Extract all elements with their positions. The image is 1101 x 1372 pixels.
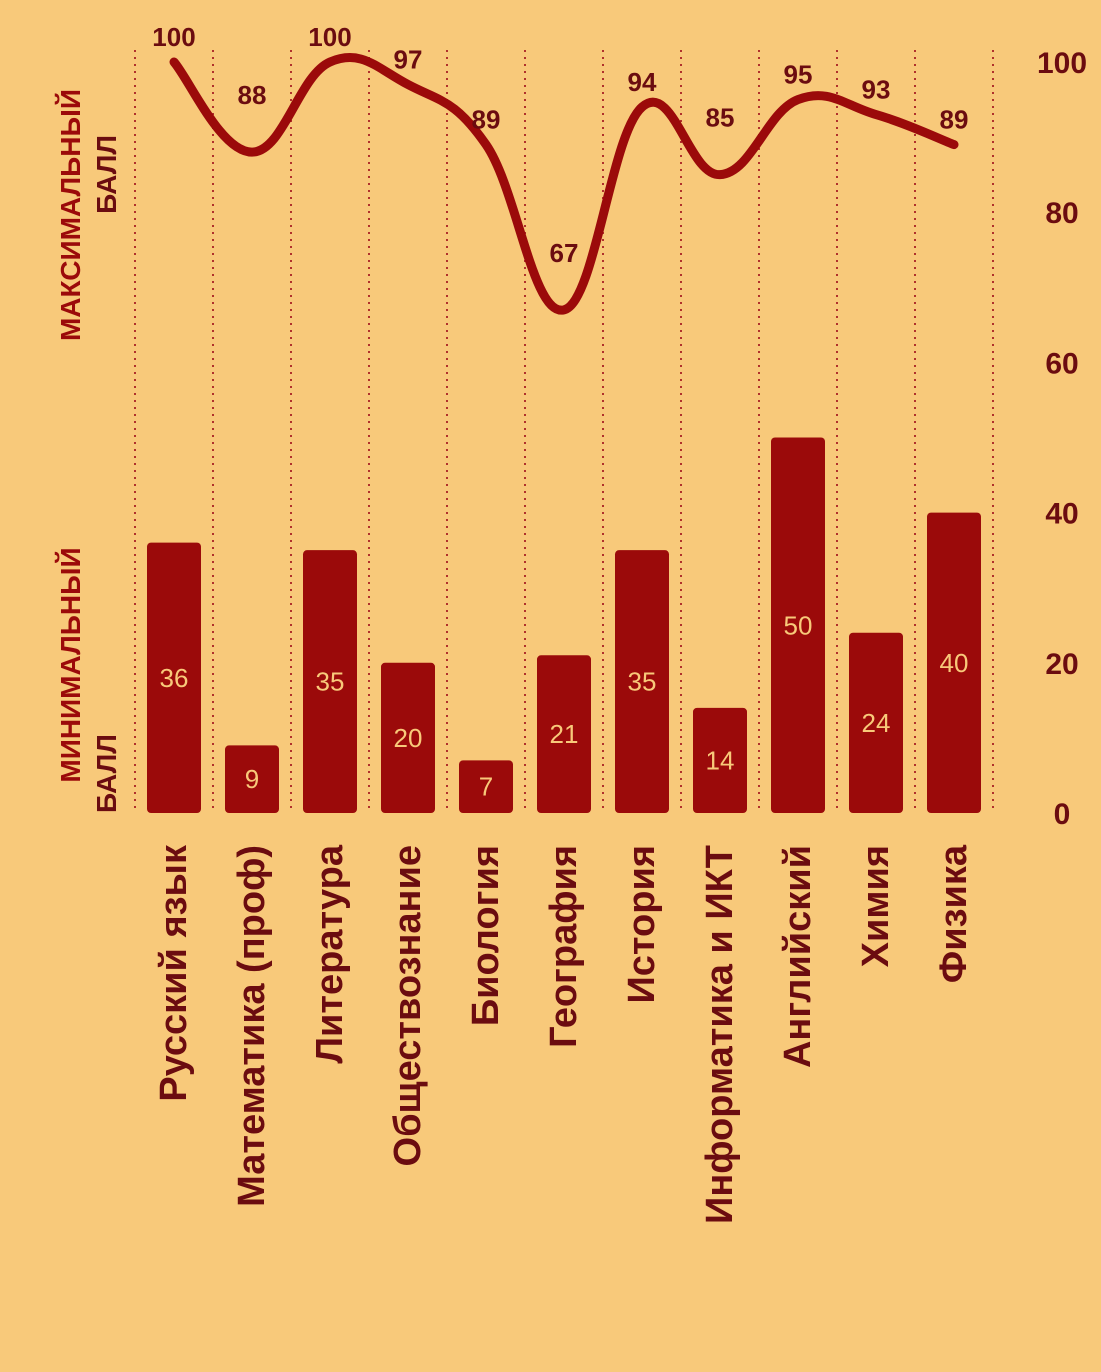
y-tick-label: 60 [1045,347,1078,380]
bar-min-score [849,632,903,813]
bar-value-label: 35 [316,667,345,697]
bar-min-score [537,655,591,813]
bar-value-label: 20 [394,723,423,753]
bar-value-label: 40 [940,648,969,678]
line-value-label: 100 [308,22,351,52]
bar-min-score [303,550,357,813]
bar-min-score [693,707,747,813]
line-value-label: 85 [706,103,735,133]
bar-min-score [927,512,981,813]
category-label: История [621,845,663,1004]
min-score-title: МИНИМАЛЬНЫЙ БАЛЛ [54,547,122,813]
bar-min-score [381,662,435,813]
bar-value-label: 24 [862,708,891,738]
bar-min-score [615,550,669,813]
line-value-label: 94 [628,67,657,97]
category-labels: Русский язык Математика (проф) Литература О… [153,844,975,1224]
category-label: Химия [855,845,897,967]
bar-value-label: 35 [628,667,657,697]
y-tick-label: 20 [1045,648,1078,681]
line-value-label: 89 [472,105,501,135]
bar-min-score [459,760,513,813]
y-tick-label: 0 [1054,798,1071,831]
max-score-title-line2: БАЛЛ [91,135,122,214]
min-score-title-line2: БАЛЛ [91,734,122,813]
line-value-label: 88 [238,80,267,110]
category-label: Русский язык [153,844,195,1102]
max-score-title-line1: МАКСИМАЛЬНЫЙ [54,89,86,341]
line-value-label: 95 [784,60,813,90]
bar-value-label: 21 [550,719,579,749]
bar-value-label: 9 [245,764,259,794]
category-label: Физика [933,844,975,983]
max-score-title: МАКСИМАЛЬНЫЙ БАЛЛ [54,89,122,341]
line-value-label: 100 [152,22,195,52]
category-label: Обществознание [387,845,429,1166]
line-value-label: 93 [862,75,891,105]
bar-min-score [147,542,201,813]
bar-series-min-score [147,437,981,813]
category-label: Литература [309,844,351,1064]
category-label: География [543,845,585,1048]
bar-min-score [771,437,825,813]
bar-value-labels: 36 9 35 20 7 21 35 14 50 24 40 [160,610,969,801]
category-label: Английский [777,845,819,1068]
category-label: Биология [465,845,507,1026]
y-tick-label: 80 [1045,197,1078,230]
y-axis-ticks: 0 20 40 60 80 100 [1037,47,1087,831]
line-value-label: 97 [394,45,423,75]
category-label: Математика (проф) [231,845,273,1207]
min-score-title-line1: МИНИМАЛЬНЫЙ [54,547,86,782]
line-value-label: 67 [550,238,579,268]
column-separators [134,50,994,813]
category-label: Информатика и ИКТ [699,845,741,1224]
bar-value-label: 7 [479,772,493,802]
bar-value-label: 14 [706,745,735,775]
bar-value-label: 36 [160,663,189,693]
bar-value-label: 50 [784,610,813,640]
y-tick-label: 40 [1045,498,1078,531]
line-value-label: 89 [940,105,969,135]
y-tick-label: 100 [1037,47,1087,80]
bar-min-score [225,745,279,813]
line-value-labels: 100 88 100 97 89 67 94 85 95 93 89 [152,22,968,268]
line-series-max-score [169,53,959,315]
